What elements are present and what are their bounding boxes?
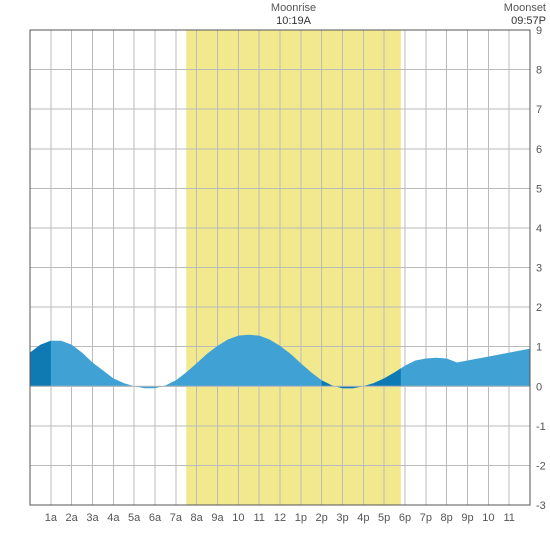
x-tick-label: 11 — [503, 512, 514, 524]
y-tick-label: -2 — [536, 460, 546, 472]
tide-chart-svg: -3-2-101234567891a2a3a4a5a6a7a8a9a101112… — [0, 0, 550, 550]
x-tick-label: 7p — [420, 512, 432, 524]
y-tick-label: -3 — [536, 500, 546, 512]
moonrise-time: 10:19A — [264, 15, 324, 28]
moonrise-label: Moonrise 10:19A — [264, 2, 324, 28]
y-tick-label: 4 — [536, 223, 542, 235]
x-tick-label: 3a — [86, 512, 99, 524]
y-tick-label: 8 — [536, 65, 542, 77]
x-tick-label: 8a — [191, 512, 204, 524]
x-tick-label: 10 — [482, 512, 494, 524]
x-tick-label: 7a — [170, 512, 183, 524]
tide-chart-container: { "header": { "moonrise": { "label": "Mo… — [0, 0, 550, 550]
x-tick-label: 3p — [336, 512, 348, 524]
x-tick-label: 9a — [211, 512, 224, 524]
y-tick-label: -1 — [536, 421, 546, 433]
y-tick-label: 0 — [536, 381, 542, 393]
y-tick-label: 1 — [536, 342, 542, 354]
x-tick-label: 1a — [45, 512, 58, 524]
y-tick-label: 3 — [536, 263, 542, 275]
x-tick-label: 5p — [378, 512, 390, 524]
y-tick-label: 2 — [536, 302, 542, 314]
x-tick-label: 9p — [461, 512, 473, 524]
moonset-caption: Moonset — [504, 2, 546, 15]
moonrise-caption: Moonrise — [264, 2, 324, 15]
x-tick-label: 12 — [274, 512, 286, 524]
x-tick-label: 6p — [399, 512, 411, 524]
x-tick-label: 1p — [295, 512, 307, 524]
x-tick-label: 6a — [149, 512, 162, 524]
y-tick-label: 7 — [536, 104, 542, 116]
x-tick-label: 5a — [128, 512, 141, 524]
x-tick-label: 8p — [441, 512, 453, 524]
x-tick-label: 2p — [316, 512, 328, 524]
x-tick-label: 10 — [232, 512, 244, 524]
x-tick-label: 4p — [357, 512, 369, 524]
y-tick-label: 6 — [536, 144, 542, 156]
moonset-time: 09:57P — [504, 15, 546, 28]
x-tick-label: 2a — [66, 512, 79, 524]
x-tick-label: 4a — [107, 512, 120, 524]
x-tick-label: 11 — [253, 512, 264, 524]
y-tick-label: 5 — [536, 183, 542, 195]
moonset-label: Moonset 09:57P — [504, 2, 546, 28]
